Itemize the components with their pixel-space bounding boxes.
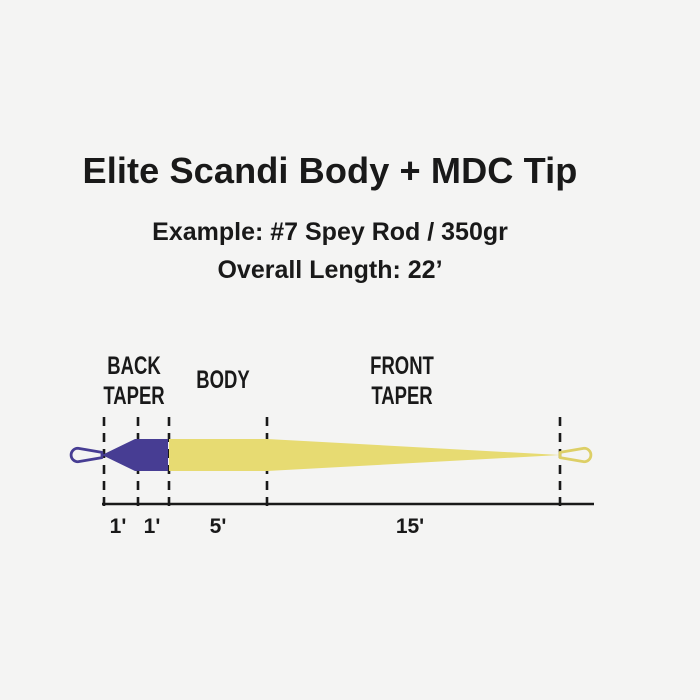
svg-text:BODY: BODY bbox=[196, 365, 250, 393]
svg-text:5': 5' bbox=[210, 515, 227, 538]
svg-text:1': 1' bbox=[144, 515, 161, 538]
svg-text:1': 1' bbox=[110, 515, 127, 538]
svg-text:TAPER: TAPER bbox=[103, 381, 164, 409]
svg-text:15': 15' bbox=[396, 515, 424, 538]
svg-text:FRONT: FRONT bbox=[370, 351, 434, 379]
svg-text:BACK: BACK bbox=[107, 351, 161, 379]
svg-text:TAPER: TAPER bbox=[371, 381, 432, 409]
